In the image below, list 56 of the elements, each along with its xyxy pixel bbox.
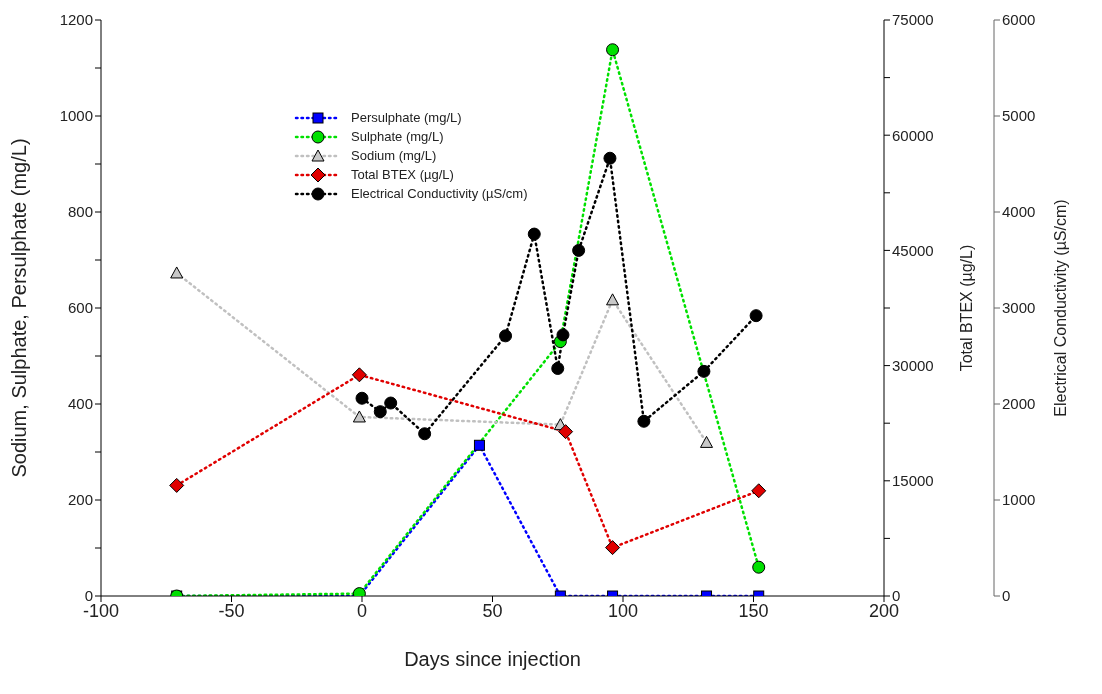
point <box>556 328 570 342</box>
point <box>751 483 767 499</box>
x-tick-label: 150 <box>738 600 769 621</box>
y3-axis-title: Electrical Conductivity (µS/cm) <box>1052 199 1069 417</box>
legend-label: Electrical Conductivity (µS/cm) <box>351 185 528 203</box>
y2-tick-label: 45000 <box>892 241 934 259</box>
x-tick-label: -50 <box>218 600 245 621</box>
legend-label: Persulphate (mg/L) <box>351 109 462 127</box>
point <box>473 439 485 451</box>
point <box>355 391 369 405</box>
legend-label: Total BTEX (µg/L) <box>351 166 454 184</box>
y-tick-label: 200 <box>67 491 93 509</box>
point <box>605 540 621 556</box>
y-tick-label: 800 <box>67 203 93 221</box>
x-axis-title: Days since injection <box>404 648 581 670</box>
point <box>352 410 366 423</box>
point <box>700 435 714 448</box>
point <box>351 367 367 383</box>
y2-tick-label: 60000 <box>892 126 934 144</box>
y3-tick-label: 2000 <box>1002 395 1036 413</box>
y3-tick-label: 0 <box>1002 587 1011 605</box>
point <box>527 227 541 241</box>
y3-tick-label: 1000 <box>1002 491 1036 509</box>
y2-tick-label: 15000 <box>892 472 934 490</box>
point <box>603 151 617 165</box>
point <box>170 266 184 279</box>
y3-tick-label: 6000 <box>1002 11 1036 29</box>
point <box>606 293 620 306</box>
y2-axis-title: Total BTEX (µg/L) <box>958 244 975 372</box>
legend-label: Sulphate (mg/L) <box>351 128 444 146</box>
y2-tick-label: 30000 <box>892 356 934 374</box>
y2-tick-label: 75000 <box>892 11 934 29</box>
point <box>637 414 651 428</box>
y-tick-label: 1000 <box>59 107 93 125</box>
y-axis-title: Sodium, Sulphate, Persulphate (mg/L) <box>8 138 30 478</box>
point <box>558 424 574 440</box>
y-tick-label: 400 <box>67 395 93 413</box>
legend-label: Sodium (mg/L) <box>351 147 437 165</box>
point <box>384 396 398 410</box>
y3-tick-label: 4000 <box>1002 203 1036 221</box>
y3-tick-label: 5000 <box>1002 107 1036 125</box>
point <box>749 309 763 323</box>
x-tick-label: 0 <box>356 600 368 621</box>
y-tick-label: 600 <box>67 299 93 317</box>
point <box>606 43 620 57</box>
x-tick-label: 100 <box>607 600 639 621</box>
point <box>169 477 185 493</box>
point <box>572 243 586 257</box>
point <box>499 329 513 343</box>
point <box>373 405 387 419</box>
y3-tick-label: 3000 <box>1002 299 1036 317</box>
point <box>697 364 711 378</box>
point <box>418 427 432 441</box>
x-tick-label: 50 <box>482 600 503 621</box>
y-tick-label: 1200 <box>59 11 93 29</box>
point <box>551 361 565 375</box>
